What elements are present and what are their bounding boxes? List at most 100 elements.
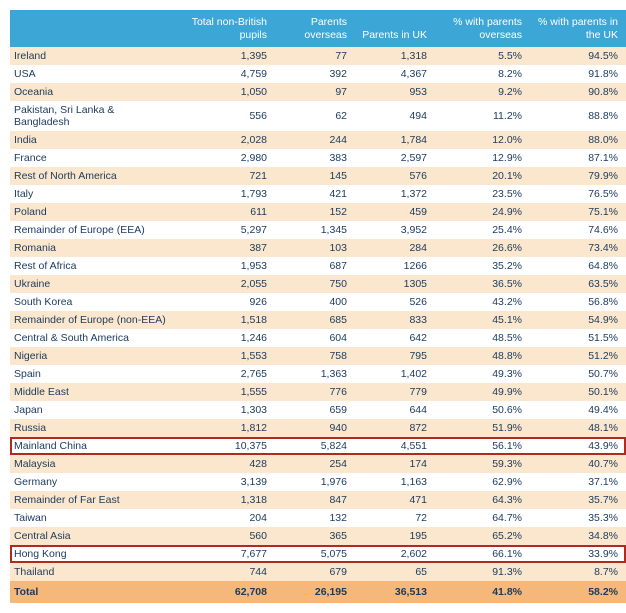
row-value: 471 [355, 491, 435, 509]
row-value: 5,824 [275, 437, 355, 455]
row-value: 2,765 [180, 365, 275, 383]
row-value: 49.9% [435, 383, 530, 401]
row-value: 10,375 [180, 437, 275, 455]
row-value: 63.5% [530, 275, 626, 293]
row-label: Ireland [10, 47, 180, 65]
row-value: 1,953 [180, 257, 275, 275]
row-value: 1,303 [180, 401, 275, 419]
row-value: 5.5% [435, 47, 530, 65]
table-row: Remainder of Europe (non-EEA)1,518685833… [10, 311, 626, 329]
row-value: 2,602 [355, 545, 435, 563]
table-row: Ireland1,395771,3185.5%94.5% [10, 47, 626, 65]
table-row: Romania38710328426.6%73.4% [10, 239, 626, 257]
row-value: 459 [355, 203, 435, 221]
row-value: 37.1% [530, 473, 626, 491]
row-value: 1,246 [180, 329, 275, 347]
row-value: 23.5% [435, 185, 530, 203]
table-body: Ireland1,395771,3185.5%94.5%USA4,7593924… [10, 47, 626, 603]
row-label: Pakistan, Sri Lanka & Bangladesh [10, 101, 180, 131]
table-row: Pakistan, Sri Lanka & Bangladesh55662494… [10, 101, 626, 131]
row-value: 33.9% [530, 545, 626, 563]
table-row: Rest of Africa1,953687126635.2%64.8% [10, 257, 626, 275]
row-value: 1,318 [355, 47, 435, 65]
table-row: Remainder of Europe (EEA)5,2971,3453,952… [10, 221, 626, 239]
row-value: 383 [275, 149, 355, 167]
row-label: Russia [10, 419, 180, 437]
row-value: 428 [180, 455, 275, 473]
row-value: 1,363 [275, 365, 355, 383]
row-value: 685 [275, 311, 355, 329]
row-value: 51.2% [530, 347, 626, 365]
row-value: 1,372 [355, 185, 435, 203]
table-row: South Korea92640052643.2%56.8% [10, 293, 626, 311]
row-value: 679 [275, 563, 355, 581]
table-row: Central Asia56036519565.2%34.8% [10, 527, 626, 545]
row-value: 59.3% [435, 455, 530, 473]
row-value: 1,318 [180, 491, 275, 509]
row-value: 50.1% [530, 383, 626, 401]
row-value: 1,163 [355, 473, 435, 491]
row-value: 64.8% [530, 257, 626, 275]
row-value: 4,367 [355, 65, 435, 83]
row-value: 1,555 [180, 383, 275, 401]
row-label: Remainder of Europe (EEA) [10, 221, 180, 239]
row-value: 48.8% [435, 347, 530, 365]
row-label: Central Asia [10, 527, 180, 545]
row-label: Hong Kong [10, 545, 180, 563]
row-value: 1305 [355, 275, 435, 293]
row-value: 103 [275, 239, 355, 257]
row-value: 365 [275, 527, 355, 545]
row-value: 65.2% [435, 527, 530, 545]
row-label: Nigeria [10, 347, 180, 365]
table-row: Rest of North America72114557620.1%79.9% [10, 167, 626, 185]
row-value: 4,551 [355, 437, 435, 455]
row-label: South Korea [10, 293, 180, 311]
row-value: 48.5% [435, 329, 530, 347]
row-value: 49.4% [530, 401, 626, 419]
row-value: 3,952 [355, 221, 435, 239]
row-value: 9.2% [435, 83, 530, 101]
row-label: Rest of Africa [10, 257, 180, 275]
row-value: 2,980 [180, 149, 275, 167]
row-value: 195 [355, 527, 435, 545]
row-value: 35.2% [435, 257, 530, 275]
row-value: 35.3% [530, 509, 626, 527]
row-label: Central & South America [10, 329, 180, 347]
col-header: % with parents in the UK [530, 10, 626, 47]
row-value: 97 [275, 83, 355, 101]
row-value: 1,793 [180, 185, 275, 203]
row-value: 1266 [355, 257, 435, 275]
row-value: 1,553 [180, 347, 275, 365]
row-value: 8.7% [530, 563, 626, 581]
row-value: 64.7% [435, 509, 530, 527]
row-value: 392 [275, 65, 355, 83]
row-value: 4,759 [180, 65, 275, 83]
row-value: 5,297 [180, 221, 275, 239]
row-value: 50.7% [530, 365, 626, 383]
row-value: 926 [180, 293, 275, 311]
table-row: Central & South America1,24660464248.5%5… [10, 329, 626, 347]
row-value: 26.6% [435, 239, 530, 257]
row-value: 758 [275, 347, 355, 365]
row-value: 11.2% [435, 101, 530, 131]
row-value: 644 [355, 401, 435, 419]
row-label: Ukraine [10, 275, 180, 293]
row-value: 62.9% [435, 473, 530, 491]
row-value: 254 [275, 455, 355, 473]
row-value: 687 [275, 257, 355, 275]
row-value: 54.9% [530, 311, 626, 329]
row-value: 90.8% [530, 83, 626, 101]
row-value: 1,812 [180, 419, 275, 437]
row-value: 560 [180, 527, 275, 545]
table-row: Middle East1,55577677949.9%50.1% [10, 383, 626, 401]
row-value: 77 [275, 47, 355, 65]
table-row: USA4,7593924,3678.2%91.8% [10, 65, 626, 83]
row-value: 204 [180, 509, 275, 527]
table-row: Spain2,7651,3631,40249.3%50.7% [10, 365, 626, 383]
row-value: 24.9% [435, 203, 530, 221]
row-value: 91.3% [435, 563, 530, 581]
row-label: Malaysia [10, 455, 180, 473]
row-value: 611 [180, 203, 275, 221]
row-value: 45.1% [435, 311, 530, 329]
row-value: 88.8% [530, 101, 626, 131]
